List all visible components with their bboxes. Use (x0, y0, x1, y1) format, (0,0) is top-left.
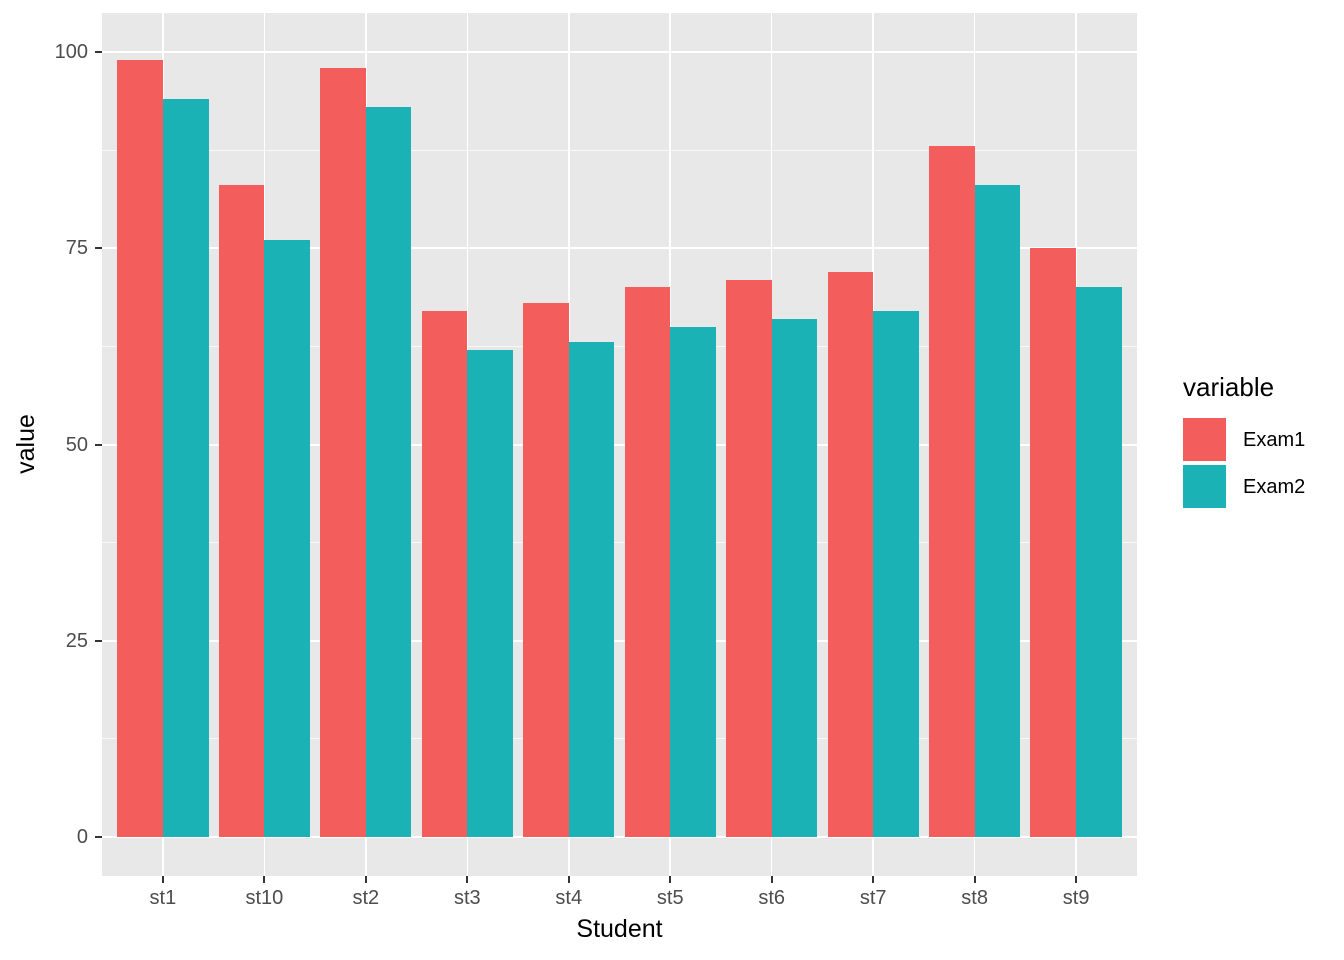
x-tick-label-st5: st5 (656, 887, 684, 909)
bar-st6-Exam1 (726, 279, 772, 838)
bar-st2-Exam1 (320, 67, 366, 838)
bar-st1-Exam1 (117, 59, 163, 838)
bar-st4-Exam1 (523, 303, 569, 838)
bar-st3-Exam1 (421, 311, 468, 838)
bar-st8-Exam2 (974, 185, 1021, 838)
bar-st10-Exam1 (218, 185, 265, 838)
y-tick-mark (95, 443, 102, 446)
y-tick-label: 50 (65, 433, 88, 456)
x-tick-mark (770, 876, 773, 883)
x-tick-label-st4: st4 (555, 887, 583, 909)
x-tick-mark (466, 876, 469, 883)
x-tick-label-st3: st3 (453, 887, 481, 909)
legend: variable Exam1 Exam2 (1183, 372, 1305, 512)
legend-swatch-Exam2 (1183, 465, 1226, 508)
x-tick-label-st2: st2 (352, 887, 380, 909)
legend-item-Exam1: Exam1 (1183, 418, 1305, 461)
bar-st7-Exam2 (873, 311, 919, 838)
y-tick-mark (95, 639, 102, 642)
x-axis-title: Student (576, 915, 663, 943)
gridline-y-major (102, 50, 1137, 53)
legend-label-Exam2: Exam2 (1243, 475, 1306, 498)
y-tick-label: 0 (76, 826, 88, 849)
bar-st8-Exam1 (928, 146, 975, 838)
gridline-y-minor (102, 738, 1137, 740)
bar-st9-Exam1 (1030, 248, 1077, 838)
legend-item-Exam2: Exam2 (1183, 465, 1305, 508)
plot-panel (102, 13, 1137, 876)
gridline-y-minor (102, 542, 1137, 544)
x-tick-label-st10: st10 (245, 887, 284, 909)
x-tick-mark (973, 876, 976, 883)
x-tick-label-st7: st7 (859, 887, 887, 909)
legend-label-Exam1: Exam1 (1243, 428, 1306, 451)
gridline-y-minor (102, 149, 1137, 151)
bar-st5-Exam1 (624, 287, 671, 838)
gridline-y-major (102, 443, 1137, 446)
gridline-y-major (102, 836, 1137, 839)
gridline-y-major (102, 639, 1137, 642)
bar-st7-Exam1 (827, 271, 874, 838)
gridline-y-major (102, 247, 1137, 250)
y-tick-mark (95, 247, 102, 250)
bar-st5-Exam2 (670, 326, 716, 838)
y-tick-label: 100 (54, 40, 88, 63)
x-tick-mark (872, 876, 875, 883)
y-tick-label: 25 (65, 629, 88, 652)
x-tick-mark (364, 876, 367, 883)
x-tick-label-st6: st6 (758, 887, 786, 909)
x-tick-mark (263, 876, 266, 883)
gridline-y-minor (102, 345, 1137, 347)
x-tick-mark (567, 876, 570, 883)
y-tick-label: 75 (65, 237, 88, 260)
bar-st3-Exam2 (467, 350, 513, 838)
y-tick-mark (95, 836, 102, 839)
x-tick-mark (1075, 876, 1078, 883)
bar-st10-Exam2 (264, 240, 310, 838)
bar-st6-Exam2 (771, 318, 818, 838)
x-tick-mark (669, 876, 672, 883)
x-tick-mark (161, 876, 164, 883)
legend-swatch-Exam1 (1183, 418, 1226, 461)
bar-st1-Exam2 (162, 98, 209, 838)
bar-st9-Exam2 (1076, 287, 1122, 838)
bar-st4-Exam2 (568, 342, 615, 838)
bar-st2-Exam2 (365, 106, 412, 838)
legend-items: Exam1 Exam2 (1183, 418, 1305, 508)
y-tick-mark (95, 50, 102, 53)
x-tick-label-st1: st1 (149, 887, 177, 909)
legend-title: variable (1183, 372, 1275, 402)
x-tick-label-st9: st9 (1062, 887, 1090, 909)
x-tick-label-st8: st8 (961, 887, 988, 909)
